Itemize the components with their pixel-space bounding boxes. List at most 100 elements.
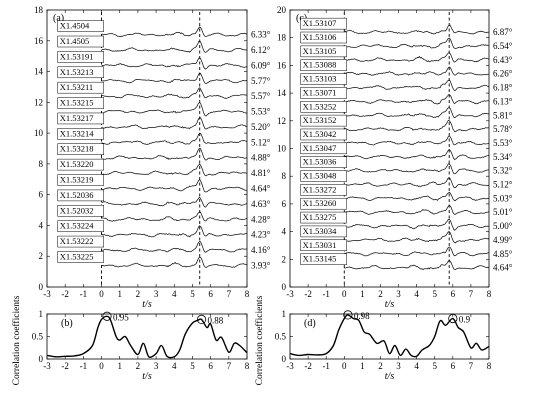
c-station-label-box (300, 184, 347, 196)
a-ytick-label: 18 (34, 5, 44, 15)
a-station-angle: 4.23° (251, 230, 271, 240)
a-xtick-label: 0 (99, 289, 104, 299)
c-station-angle: 5.00° (493, 221, 513, 231)
c-station-label-box (300, 114, 347, 127)
d-xtick-label: 7 (469, 361, 474, 371)
a-station-angle: 4.88° (251, 153, 271, 163)
a-xtick-label: -1 (80, 289, 88, 299)
d-xtick-label: -3 (286, 361, 294, 371)
d-ylabel: Correlation coefficients (254, 295, 265, 385)
c-trace (344, 191, 490, 202)
a-station-label-box (57, 251, 104, 263)
b-peak-label: 0.88 (208, 315, 224, 325)
a-xtick-label: 3 (154, 289, 159, 299)
c-xtick-label: 7 (469, 289, 474, 299)
c-station-label: X1.53272 (303, 184, 337, 194)
c-ytick-label: 2 (282, 254, 287, 264)
a-station-angle: 6.33° (251, 30, 271, 40)
c-station-label-box (300, 101, 347, 113)
c-ytick-label: 20 (277, 5, 287, 15)
a-station-label-box (57, 35, 104, 48)
c-station-label: X1.53152 (303, 115, 337, 125)
a-ytick-label: 14 (34, 67, 44, 77)
a-ytick-label: 16 (34, 36, 44, 46)
c-ytick-label: 0 (282, 282, 287, 292)
c-ytick-label: 16 (277, 60, 287, 70)
a-station-label-box (57, 220, 104, 232)
c-station-angle: 6.43° (493, 55, 513, 65)
c-trace (344, 37, 490, 50)
a-xtick-label: 5 (190, 289, 195, 299)
a-plot-frame (46, 9, 248, 288)
b-ytick-label: 0.5 (32, 332, 44, 342)
panel-a-seismograms: -3 -2 -1 0 1 2 3 4 5 6 7 8024681012141618t/s(a)X1.4… (34, 5, 271, 310)
a-trace (101, 196, 248, 208)
a-station-angle: 5.53° (251, 107, 271, 117)
a-station-label: X1.53191 (60, 51, 94, 61)
b-peak-marker (196, 314, 207, 324)
c-station-label-box (300, 253, 347, 265)
b-ytick-label: 0 (39, 354, 44, 364)
c-station-label-box (300, 142, 347, 155)
c-station-label: X1.53260 (303, 198, 337, 208)
a-station-angle: 4.28° (251, 214, 271, 224)
c-station-label-box (300, 17, 347, 30)
a-station-label: X1.52036 (60, 190, 94, 200)
c-xtick-label: 1 (360, 289, 365, 299)
c-station-label-box (300, 59, 347, 71)
d-peak-label: 0.98 (354, 311, 370, 321)
b-xtick-label: 3 (154, 361, 159, 371)
a-trace (101, 57, 248, 70)
a-trace (101, 179, 248, 193)
a-xtick-label: 1 (117, 289, 122, 299)
b-xtick-label: 8 (245, 361, 250, 371)
c-xtick-label: 0 (342, 289, 347, 299)
a-station-label: X1.53218 (60, 144, 94, 154)
b-xlabel: t/s (142, 371, 152, 382)
a-station-label-box (57, 174, 104, 186)
d-xtick-label: -2 (304, 361, 312, 371)
a-xtick-label: 8 (245, 289, 250, 299)
a-station-label-box (57, 81, 104, 94)
c-ytick-label: 12 (277, 116, 286, 126)
a-station-label: X1.53211 (60, 82, 93, 92)
d-xtick-label: 4 (414, 361, 419, 371)
c-station-angle: 6.54° (493, 41, 513, 51)
a-xlabel: t/s (142, 299, 152, 310)
b-peak-marker (102, 311, 112, 321)
a-trace (101, 117, 248, 130)
c-station-label: X1.53105 (303, 46, 337, 56)
d-peak-marker (343, 310, 353, 320)
b-xtick-label: 4 (172, 361, 177, 371)
b-xtick-label: 7 (227, 361, 232, 371)
a-station-angle: 4.63° (251, 199, 271, 209)
c-xtick-label: 6 (451, 289, 456, 299)
c-trace (344, 24, 490, 35)
a-station-label: X1.52032 (60, 205, 94, 215)
c-station-angle: 4.85° (493, 249, 513, 259)
c-station-label: X1.53088 (303, 60, 337, 70)
d-ytick-label: 1 (282, 309, 287, 319)
d-xtick-label: 1 (360, 361, 365, 371)
b-ylabel: Correlation coefficients (11, 295, 22, 385)
b-xtick-label: 1 (117, 361, 122, 371)
a-station-label-box (57, 235, 104, 248)
a-ytick-label: 8 (39, 159, 44, 169)
d-xtick-label: -1 (322, 361, 330, 371)
c-station-label: X1.53107 (303, 18, 337, 28)
c-station-label: X1.53106 (303, 32, 337, 42)
a-station-angle: 6.09° (251, 60, 271, 70)
b-xtick-label: -2 (61, 361, 69, 371)
d-peak-label: 0.9 (459, 315, 471, 325)
a-trace (101, 132, 248, 145)
a-station-angle: 5.12° (251, 137, 271, 147)
c-station-angle: 6.18° (493, 83, 513, 93)
a-station-label-box (57, 112, 104, 125)
c-station-label-box (300, 45, 347, 58)
panel-b-correlation: -3 -2 -1 0 1 2 3 4 5 6 7 8 0 0.5 1 t/s (b) Correlation co… (11, 295, 250, 385)
c-trace (344, 177, 490, 188)
a-trace (101, 211, 248, 222)
c-ytick-label: 18 (277, 33, 287, 43)
a-xtick-label: -2 (61, 289, 69, 299)
b-xtick-label: 2 (136, 361, 141, 371)
